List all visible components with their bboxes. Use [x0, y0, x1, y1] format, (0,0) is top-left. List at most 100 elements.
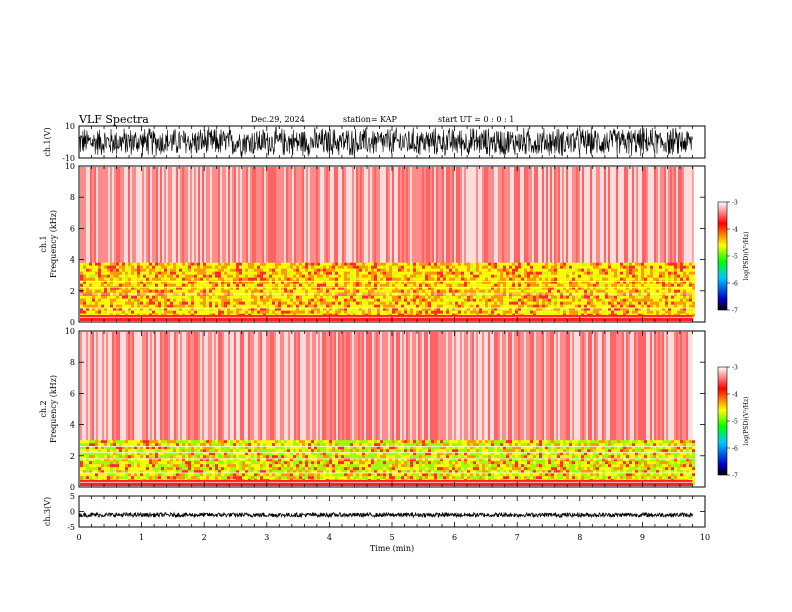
spectrogram-cell: [674, 304, 677, 308]
spectrogram-cell: [524, 286, 527, 290]
spectrogram-cell: [275, 277, 278, 281]
spectrogram-cell: [134, 440, 137, 444]
spectrogram-cell: [152, 274, 155, 278]
spectrogram-cell: [299, 298, 302, 302]
spectrogram-cell: [203, 298, 206, 302]
spectrogram-cell: [383, 289, 386, 293]
spectrogram-cell: [191, 307, 194, 311]
spectrogram-cell: [476, 298, 479, 302]
spectrogram-cell: [635, 277, 638, 281]
spectrogram-cell: [533, 274, 536, 278]
spectrogram-cell: [422, 307, 425, 311]
spectrogram-cell: [353, 277, 356, 281]
spectrogram-cell: [317, 298, 320, 302]
spectrogram-cell: [161, 476, 164, 480]
spectrogram-cell: [443, 274, 446, 278]
spectrogram-cell: [386, 274, 389, 278]
spectrogram-cell: [497, 283, 500, 287]
spectrogram-cell: [524, 298, 527, 302]
spectrogram-cell: [602, 304, 605, 308]
spectrogram-cell: [197, 473, 200, 477]
spectrogram-cell: [620, 274, 623, 278]
spectrogram-cell: [179, 310, 182, 314]
spectrogram-cell: [392, 274, 395, 278]
spectrogram-cell: [680, 304, 683, 308]
spectrogram-cell: [287, 301, 290, 305]
spectrogram-column: [438, 167, 440, 321]
spectrogram-cell: [200, 295, 203, 299]
spectrogram-cell: [152, 440, 155, 444]
spectrogram-cell: [455, 277, 458, 281]
spectrogram-cell: [335, 274, 338, 278]
spectrogram-cell: [317, 265, 320, 269]
spectrogram-cell: [95, 470, 98, 474]
spectrogram-cell: [101, 443, 104, 447]
spectrogram-cell: [146, 277, 149, 281]
spectrogram-cell: [452, 271, 455, 275]
spectrogram-cell: [374, 286, 377, 290]
spectrogram-cell: [428, 271, 431, 275]
spectrogram-cell: [86, 464, 89, 468]
spectrogram-cell: [518, 301, 521, 305]
spectrogram-cell: [593, 277, 596, 281]
spectrogram-cell: [191, 443, 194, 447]
spectrogram-cell: [107, 271, 110, 275]
spectrogram-cell: [488, 265, 491, 269]
spectrogram-cell: [512, 268, 515, 272]
spectrogram-cell: [170, 277, 173, 281]
spectrogram-column: [98, 167, 100, 321]
spectrogram-cell: [644, 262, 647, 266]
spectrogram-cell: [500, 268, 503, 272]
spectrogram-cell: [632, 298, 635, 302]
spectrogram-cell: [176, 467, 179, 471]
spectrogram-column: [270, 332, 272, 486]
spectrogram-cell: [182, 464, 185, 468]
spectrogram-cell: [152, 452, 155, 456]
spectrogram-cell: [86, 473, 89, 477]
spectrogram-column: [274, 332, 276, 486]
spectrogram-cell: [356, 277, 359, 281]
spectrogram-column: [162, 332, 164, 486]
spectrogram-cell: [398, 298, 401, 302]
spectrogram-cell: [431, 280, 434, 284]
spectrogram-cell: [143, 283, 146, 287]
spectrogram-cell: [674, 289, 677, 293]
spectrogram-cell: [323, 271, 326, 275]
spectrogram-cell: [98, 268, 101, 272]
spectrogram-cell: [101, 283, 104, 287]
spectrogram-cell: [545, 262, 548, 266]
spectrogram-cell: [110, 295, 113, 299]
spectrogram-cell: [374, 262, 377, 266]
spectrogram-cell: [149, 464, 152, 468]
spectrogram-cell: [341, 271, 344, 275]
spectrogram-cell: [113, 446, 116, 450]
spectrogram-cell: [92, 452, 95, 456]
spectrogram-cell: [560, 301, 563, 305]
spectrogram-cell: [134, 449, 137, 453]
spectrogram-cell: [188, 461, 191, 465]
spectrogram-cell: [620, 298, 623, 302]
spectrogram-column: [478, 167, 480, 321]
spectrogram-column: [94, 167, 96, 321]
spectrogram-column: [244, 167, 246, 321]
spectrogram-cell: [230, 274, 233, 278]
spectrogram-cell: [143, 268, 146, 272]
spectrogram-cell: [443, 289, 446, 293]
spectrogram-cell: [119, 464, 122, 468]
spectrogram-cell: [629, 268, 632, 272]
spectrogram-column: [578, 167, 580, 321]
spectrogram-column: [590, 332, 592, 486]
spectrogram-cell: [80, 473, 83, 477]
spectrogram-cell: [113, 310, 116, 314]
spectrogram-cell: [353, 295, 356, 299]
spectrogram-cell: [413, 277, 416, 281]
spectrogram-cell: [146, 271, 149, 275]
spectrogram-cell: [191, 268, 194, 272]
spectrogram-column: [162, 167, 164, 321]
spectrogram-cell: [332, 262, 335, 266]
spectrogram-cell: [557, 301, 560, 305]
spectrogram-column: [624, 332, 626, 486]
spectrogram-cell: [278, 301, 281, 305]
spectrogram-cell: [551, 271, 554, 275]
spectrogram-column: [426, 332, 428, 486]
